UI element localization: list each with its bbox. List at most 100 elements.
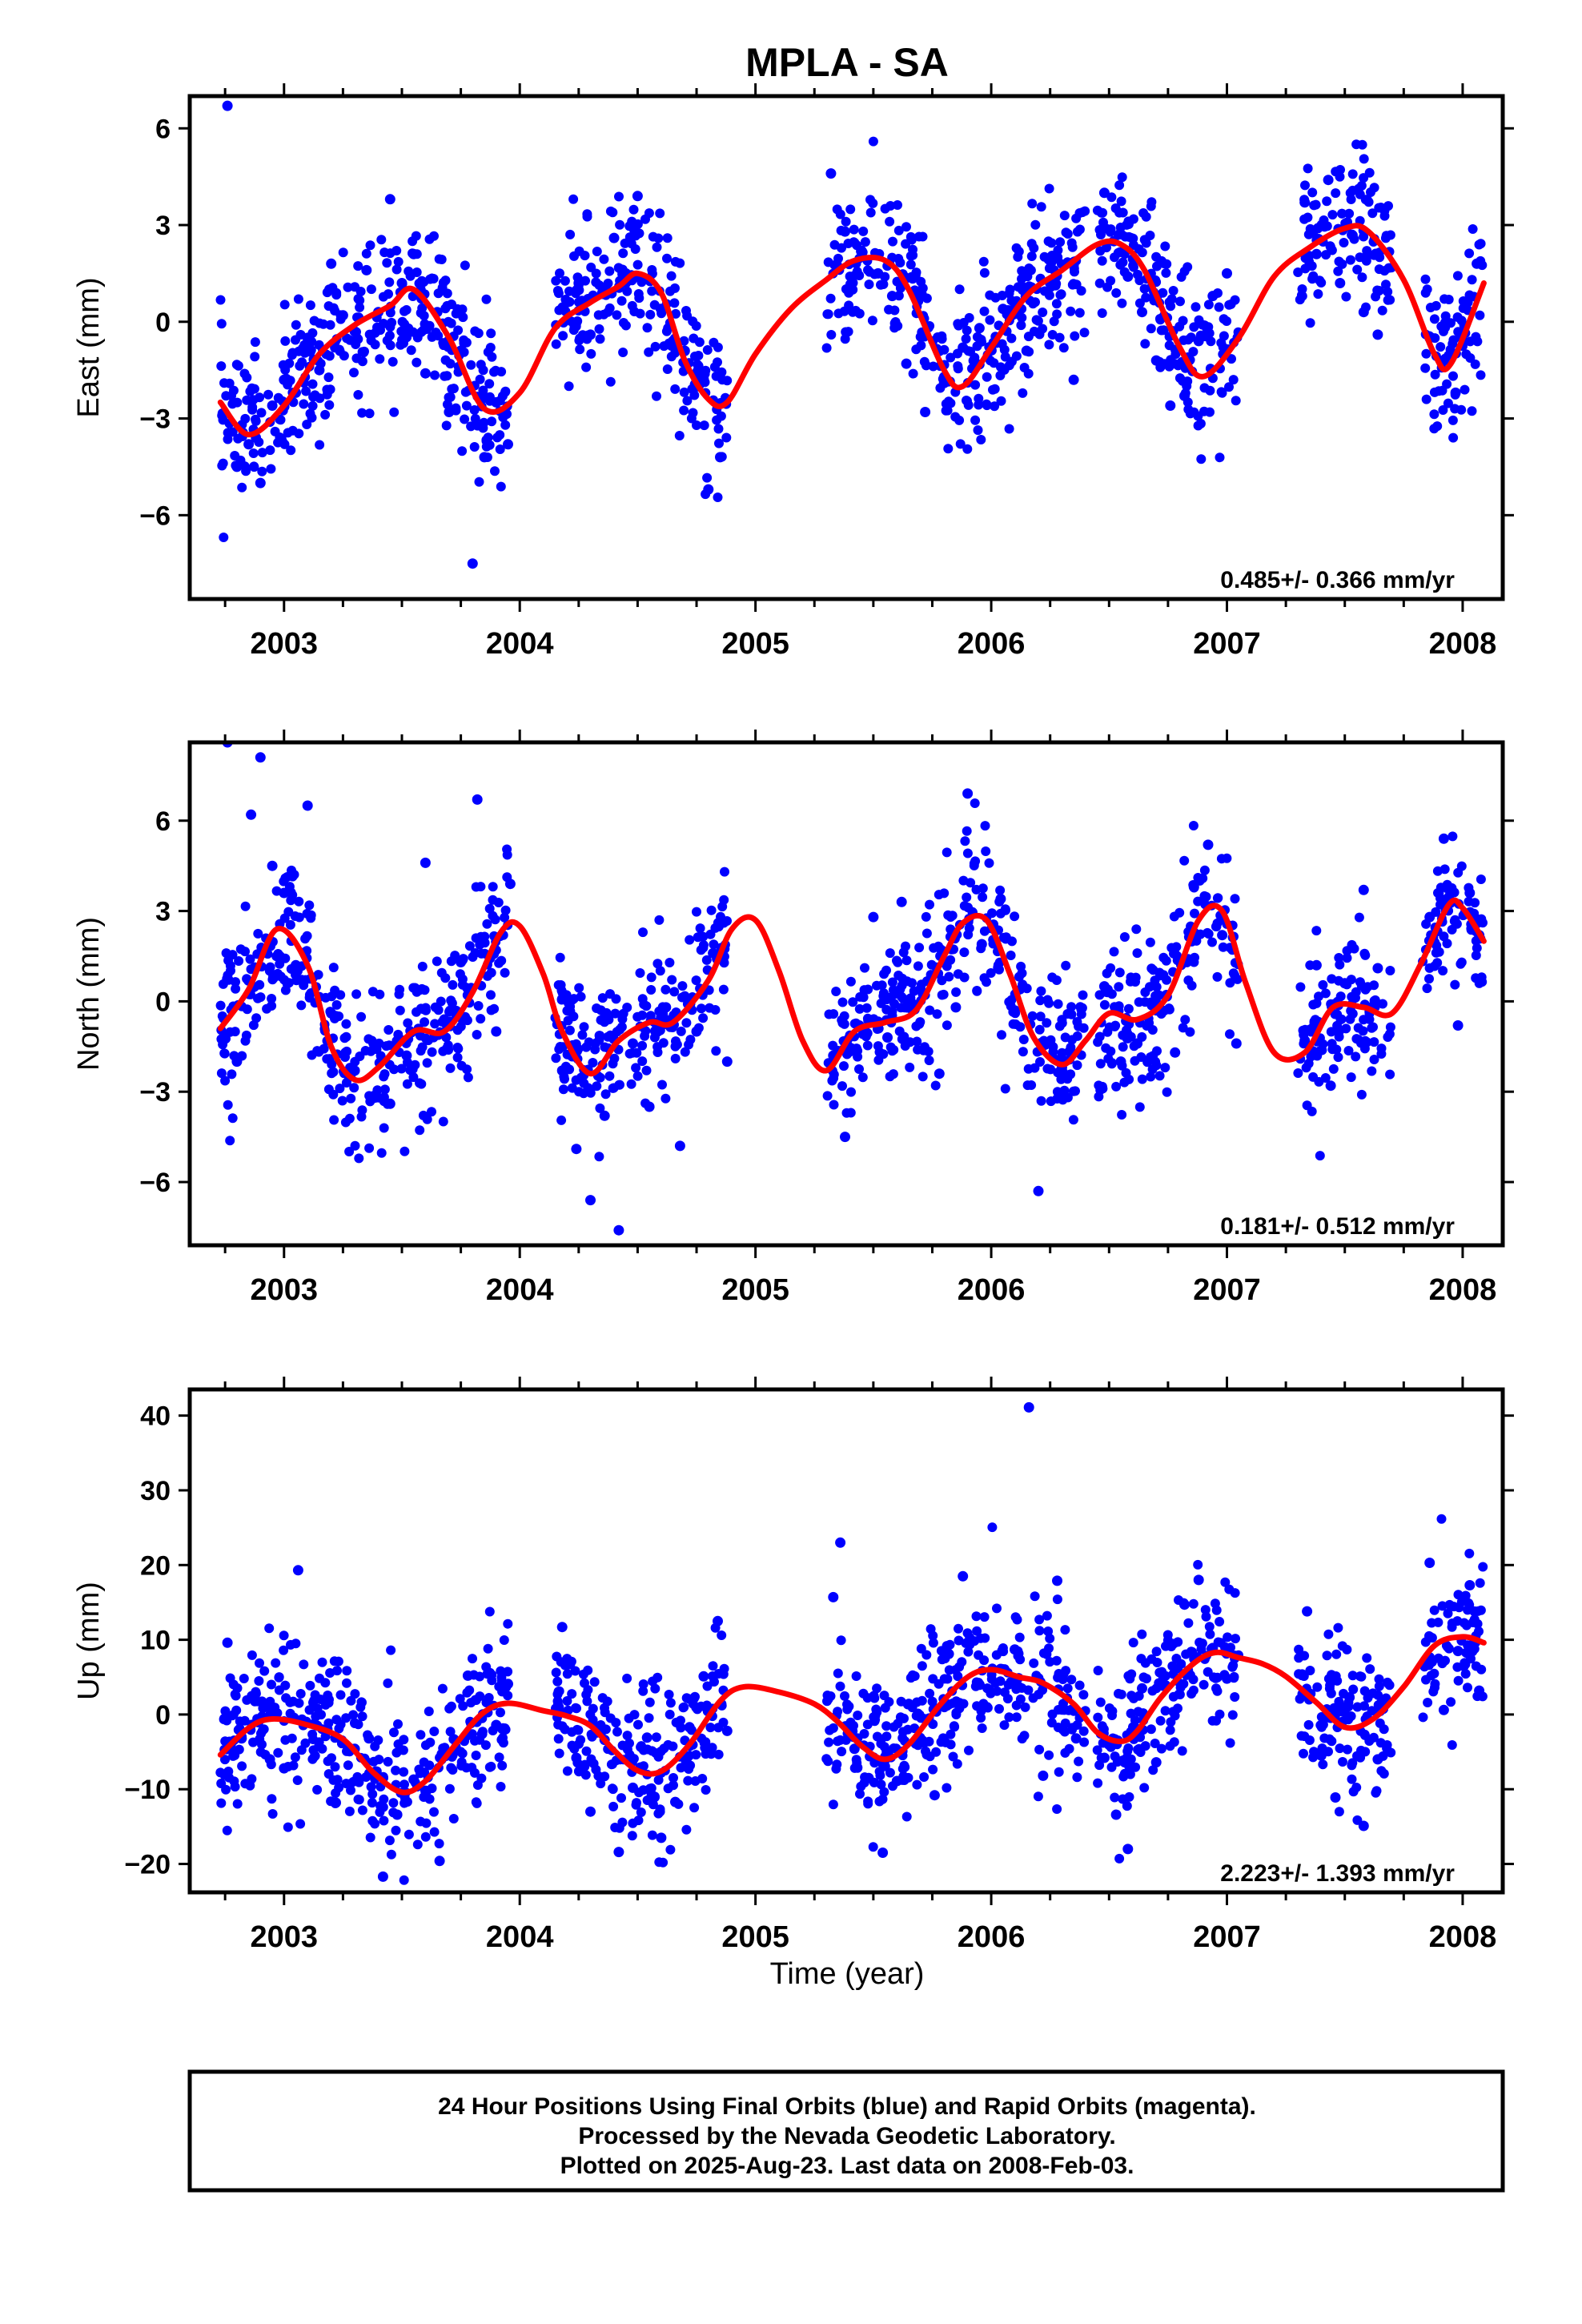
- data-point: [1188, 1685, 1199, 1695]
- data-point: [249, 461, 259, 472]
- data-point: [1116, 196, 1126, 207]
- data-point: [1227, 1662, 1238, 1672]
- data-point: [367, 1798, 377, 1808]
- data-point: [964, 1745, 974, 1755]
- data-point: [393, 1029, 404, 1039]
- data-point: [948, 1751, 958, 1762]
- data-point: [433, 288, 444, 299]
- data-point: [825, 1725, 835, 1735]
- data-point: [1303, 163, 1313, 174]
- data-point: [1372, 1754, 1383, 1765]
- data-point: [342, 1746, 351, 1756]
- data-point: [344, 1147, 355, 1156]
- data-point: [420, 1767, 430, 1778]
- data-point: [709, 1677, 719, 1687]
- data-point: [330, 1762, 340, 1772]
- data-point: [695, 923, 705, 934]
- data-point: [237, 1761, 247, 1771]
- data-point: [980, 821, 990, 831]
- data-point: [1472, 258, 1483, 269]
- data-point: [1140, 987, 1150, 997]
- data-point: [302, 908, 312, 919]
- data-point: [1358, 1820, 1369, 1831]
- data-point: [597, 993, 608, 1003]
- data-point: [589, 1677, 600, 1687]
- data-point: [698, 1013, 709, 1023]
- data-point: [1226, 299, 1236, 309]
- data-point: [1342, 953, 1352, 963]
- data-point: [611, 1718, 621, 1728]
- data-point: [1331, 1649, 1342, 1659]
- data-point: [421, 1818, 432, 1828]
- data-point: [691, 1750, 701, 1760]
- data-point: [713, 922, 724, 932]
- data-point: [885, 948, 895, 959]
- data-point: [328, 963, 339, 973]
- data-point: [445, 1063, 456, 1073]
- data-point: [1029, 1658, 1039, 1668]
- data-point: [556, 1065, 568, 1076]
- data-point: [1432, 421, 1443, 432]
- data-point: [635, 968, 645, 978]
- data-point: [406, 345, 416, 356]
- data-point: [618, 348, 628, 357]
- data-point: [337, 310, 348, 321]
- data-point: [420, 857, 431, 868]
- data-point: [440, 275, 451, 286]
- data-point: [314, 340, 324, 350]
- data-point: [935, 944, 946, 955]
- data-point: [1106, 963, 1116, 973]
- data-point: [346, 1093, 356, 1104]
- data-point: [1463, 1605, 1473, 1615]
- data-point: [1098, 1084, 1108, 1094]
- data-point: [1468, 1647, 1478, 1657]
- data-point: [1429, 314, 1439, 324]
- data-point: [848, 997, 858, 1007]
- data-point: [237, 482, 247, 493]
- data-point: [476, 948, 487, 959]
- data-point: [557, 1042, 568, 1052]
- data-point: [1048, 255, 1058, 265]
- data-point: [942, 1641, 952, 1651]
- data-point: [286, 445, 296, 456]
- data-point: [1070, 1733, 1082, 1744]
- data-point: [633, 1719, 643, 1730]
- data-point: [962, 848, 973, 858]
- data-point: [664, 1690, 674, 1699]
- data-point: [279, 439, 290, 449]
- data-point: [705, 1723, 716, 1733]
- data-point: [294, 896, 304, 907]
- data-point: [893, 225, 904, 235]
- data-point: [1014, 1632, 1025, 1642]
- data-point: [1068, 374, 1079, 385]
- data-point: [242, 974, 252, 984]
- data-point: [896, 896, 907, 907]
- data-point: [1166, 294, 1177, 304]
- data-point: [310, 1690, 320, 1700]
- data-point: [1424, 974, 1434, 984]
- data-point: [655, 966, 665, 976]
- data-point: [917, 1072, 928, 1082]
- data-point: [1118, 207, 1128, 218]
- data-point: [1076, 1004, 1086, 1015]
- data-point: [665, 1709, 675, 1719]
- data-point: [638, 1679, 648, 1689]
- data-point: [631, 1063, 641, 1073]
- data-point: [1318, 1759, 1328, 1770]
- data-point: [697, 1003, 706, 1014]
- data-point: [618, 248, 628, 259]
- data-point: [364, 1143, 375, 1153]
- data-point: [331, 1797, 341, 1808]
- data-point: [460, 260, 470, 271]
- data-point: [1029, 243, 1039, 253]
- data-point: [1034, 1024, 1045, 1035]
- data-point: [691, 975, 701, 986]
- data-point: [718, 1717, 729, 1727]
- x-tick-label: 2008: [1429, 1920, 1497, 1954]
- data-point: [1190, 908, 1199, 919]
- y-axis-label: Up (mm): [72, 1582, 106, 1700]
- data-point: [608, 1083, 618, 1093]
- data-point: [901, 239, 911, 249]
- data-point: [687, 384, 697, 394]
- data-point: [893, 254, 904, 263]
